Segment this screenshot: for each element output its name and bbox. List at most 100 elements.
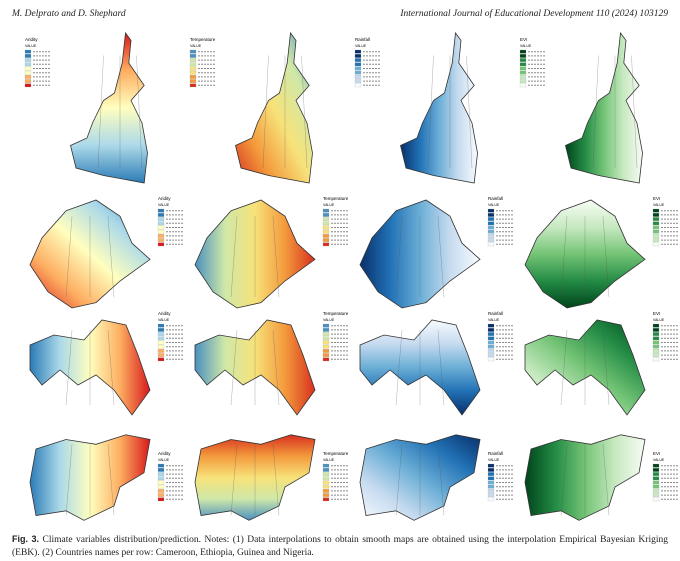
legend-swatch	[652, 353, 660, 357]
legend-swatch	[652, 332, 660, 336]
legend-swatch	[322, 213, 330, 217]
legend-swatch	[24, 79, 32, 83]
legend-subtitle: VALUE	[488, 203, 500, 207]
legend-swatch	[652, 213, 660, 217]
legend-swatch	[652, 468, 660, 472]
legend-swatch	[157, 497, 165, 502]
legend-swatch	[189, 49, 197, 54]
legend-swatch	[519, 49, 527, 54]
legend-swatch	[157, 476, 165, 481]
legend-swatch	[157, 238, 165, 242]
legend-swatch	[157, 353, 165, 357]
legend-swatch	[322, 353, 330, 357]
legend-swatch	[157, 472, 165, 476]
region-border	[466, 55, 473, 169]
legend-swatch	[189, 66, 197, 71]
legend-swatch	[157, 480, 165, 485]
legend-swatch	[354, 75, 362, 79]
legend-swatch	[487, 242, 495, 247]
legend-swatch	[322, 217, 330, 221]
legend-subtitle: VALUE	[158, 203, 170, 207]
country-map	[565, 31, 643, 184]
legend-swatch	[189, 70, 197, 75]
legend-title: Rainfall	[488, 451, 503, 456]
region-border	[272, 444, 280, 516]
region-border	[65, 216, 73, 298]
legend-subtitle: VALUE	[653, 318, 665, 322]
legend-swatch	[322, 328, 330, 332]
legend-swatch	[519, 54, 527, 58]
region-border	[560, 329, 568, 406]
legend-swatch	[487, 332, 495, 336]
legend-swatch	[322, 480, 330, 485]
legend-swatch	[157, 340, 165, 345]
legend-swatch	[354, 66, 362, 71]
legend-swatch	[487, 217, 495, 221]
legend-swatch	[487, 234, 495, 238]
legend-swatch	[354, 54, 362, 58]
legend-swatch	[157, 225, 165, 230]
legend-swatch	[322, 484, 330, 489]
legend-swatch	[157, 217, 165, 221]
legend-title: Aridity	[158, 311, 171, 316]
caption-label: Fig. 3.	[12, 534, 40, 544]
legend-swatch	[487, 472, 495, 476]
legend-title: EVI	[653, 311, 660, 316]
legend-subtitle: VALUE	[488, 318, 500, 322]
region-border	[631, 55, 638, 169]
legend-swatch	[24, 66, 32, 71]
region-border	[602, 329, 610, 406]
legend-swatch	[487, 353, 495, 357]
legend-swatch	[157, 328, 165, 332]
legend-swatch	[354, 58, 362, 62]
legend-swatch	[189, 62, 197, 67]
region-border	[602, 216, 610, 298]
legend-swatch	[652, 476, 660, 481]
legend-swatch	[189, 54, 197, 58]
legend-swatch	[24, 49, 32, 54]
legend-swatch	[652, 221, 660, 226]
figure: Aridity VALUE Aridity VALUE Aridity VALUE Arid…	[24, 31, 679, 521]
legend-title: Rainfall	[488, 311, 503, 316]
region-border	[395, 444, 403, 516]
legend-swatch	[24, 75, 32, 79]
legend-subtitle: VALUE	[488, 458, 500, 462]
region-border	[262, 55, 269, 169]
legend-swatch	[24, 54, 32, 58]
legend-swatch	[157, 484, 165, 489]
header-authors: M. Delprato and D. Shephard	[12, 9, 126, 19]
legend-title: Temperature	[323, 311, 349, 316]
region-border	[230, 329, 238, 406]
legend-swatch	[652, 472, 660, 476]
legend-swatch	[519, 79, 527, 83]
legend-swatch	[487, 489, 495, 493]
region-border	[592, 55, 599, 169]
legend-swatch	[157, 208, 165, 213]
region-border	[560, 444, 568, 516]
region-border	[136, 55, 143, 169]
region-border	[97, 55, 104, 169]
legend-swatch	[189, 58, 197, 62]
legend-swatch	[487, 336, 495, 341]
legend-subtitle: VALUE	[323, 203, 335, 207]
legend-subtitle: VALUE	[520, 44, 532, 48]
legend-swatch	[487, 480, 495, 485]
legend-title: Temperature	[323, 196, 349, 201]
legend-swatch	[157, 323, 165, 328]
region-border	[301, 55, 308, 169]
legend-swatch	[652, 480, 660, 485]
country-map	[235, 31, 313, 184]
legend-swatch	[519, 83, 527, 88]
caption: Fig. 3. Climate variables distribution/p…	[12, 533, 668, 559]
legend-swatch	[322, 489, 330, 493]
legend-swatch	[322, 463, 330, 468]
legend-swatch	[487, 238, 495, 242]
legend-swatch	[157, 213, 165, 217]
legend-swatch	[24, 70, 32, 75]
legend-subtitle: VALUE	[323, 458, 335, 462]
legend-swatch	[157, 234, 165, 238]
legend-subtitle: VALUE	[653, 203, 665, 207]
legend-swatch	[652, 234, 660, 238]
legend-swatch	[652, 344, 660, 349]
legend-swatch	[157, 463, 165, 468]
